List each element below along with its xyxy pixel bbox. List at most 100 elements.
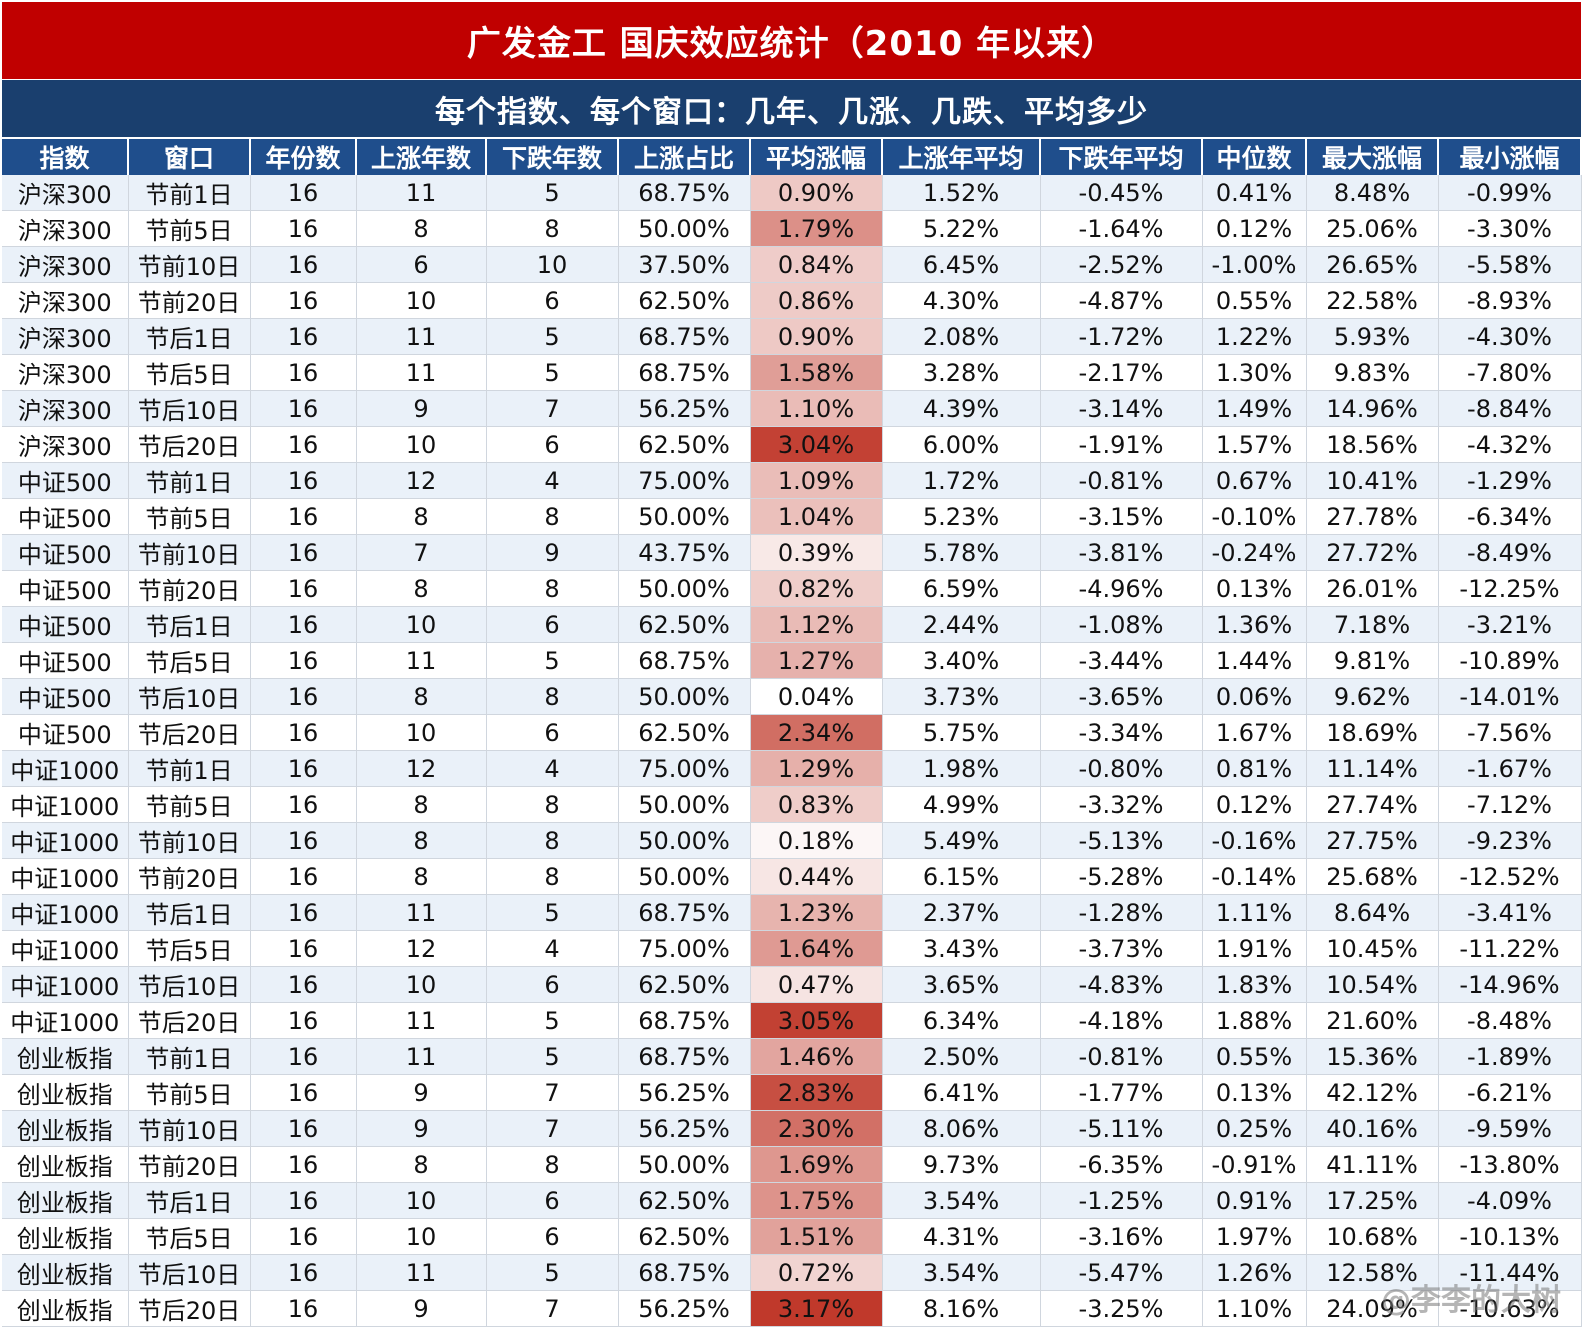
table-cell: 2.34% bbox=[750, 714, 883, 751]
table-cell: -3.73% bbox=[1040, 930, 1203, 967]
table-cell: 创业板指 bbox=[2, 1254, 129, 1291]
table-cell: 6 bbox=[356, 246, 487, 283]
table-row: 中证1000 节后5日 16 12 4 75.00% 1.64% 3.43% -3.73% 1.9… bbox=[2, 930, 1582, 967]
table-cell: 11 bbox=[356, 894, 487, 931]
table-cell: -8.48% bbox=[1438, 1002, 1582, 1039]
table-cell: 中证1000 bbox=[2, 822, 129, 859]
table-cell: 4.99% bbox=[882, 786, 1041, 823]
table-row: 沪深300 节后20日 16 10 6 62.50% 3.04% 6.00% -1.91% 1.5… bbox=[2, 426, 1582, 463]
table-cell: 10 bbox=[486, 246, 619, 283]
table-cell: 节前20日 bbox=[128, 570, 251, 607]
table-cell: 0.72% bbox=[750, 1254, 883, 1291]
table-cell: -3.25% bbox=[1040, 1290, 1203, 1327]
table-cell: 中证1000 bbox=[2, 750, 129, 787]
table-row: 中证500 节后10日 16 8 8 50.00% 0.04% 3.73% -3.65% 0.06… bbox=[2, 678, 1582, 715]
table-cell: 中证1000 bbox=[2, 858, 129, 895]
table-cell: 68.75% bbox=[618, 1038, 751, 1075]
table-cell: 18.56% bbox=[1306, 426, 1439, 463]
table-cell: 1.10% bbox=[750, 390, 883, 427]
table-cell: -1.67% bbox=[1438, 750, 1582, 787]
table-cell: 1.30% bbox=[1202, 354, 1307, 391]
table-cell: -1.08% bbox=[1040, 606, 1203, 643]
column-header: 指数 bbox=[2, 139, 129, 175]
table-cell: 9.83% bbox=[1306, 354, 1439, 391]
table-cell: 节前5日 bbox=[128, 1074, 251, 1111]
table-cell: 16 bbox=[250, 1002, 357, 1039]
table-cell: 节前20日 bbox=[128, 1146, 251, 1183]
table-cell: 16 bbox=[250, 534, 357, 571]
table-cell: -4.96% bbox=[1040, 570, 1203, 607]
table-cell: 15.36% bbox=[1306, 1038, 1439, 1075]
table-cell: 16 bbox=[250, 1074, 357, 1111]
table-cell: 16 bbox=[250, 462, 357, 499]
table-cell: 0.44% bbox=[750, 858, 883, 895]
table-cell: 节后10日 bbox=[128, 1254, 251, 1291]
table-cell: 24.09% bbox=[1306, 1290, 1439, 1327]
table-cell: 0.90% bbox=[750, 318, 883, 355]
table-cell: 节后10日 bbox=[128, 966, 251, 1003]
table-cell: 0.18% bbox=[750, 822, 883, 859]
table-cell: 节前5日 bbox=[128, 498, 251, 535]
table-cell: 26.01% bbox=[1306, 570, 1439, 607]
table-cell: 16 bbox=[250, 1254, 357, 1291]
table-cell: 12 bbox=[356, 930, 487, 967]
table-cell: 5 bbox=[486, 1002, 619, 1039]
table-cell: 0.90% bbox=[750, 175, 883, 211]
table-cell: 16 bbox=[250, 570, 357, 607]
table-cell: 8 bbox=[356, 822, 487, 859]
table-cell: 1.04% bbox=[750, 498, 883, 535]
table-cell: -1.72% bbox=[1040, 318, 1203, 355]
table-cell: 1.23% bbox=[750, 894, 883, 931]
table-cell: 5 bbox=[486, 1038, 619, 1075]
table-cell: 中证500 bbox=[2, 498, 129, 535]
table-cell: 3.54% bbox=[882, 1182, 1041, 1219]
table-cell: 22.58% bbox=[1306, 282, 1439, 319]
column-header: 下跌年数 bbox=[486, 139, 619, 175]
table-cell: 50.00% bbox=[618, 786, 751, 823]
table-cell: 1.97% bbox=[1202, 1218, 1307, 1255]
table-cell: -0.14% bbox=[1202, 858, 1307, 895]
table-cell: 16 bbox=[250, 426, 357, 463]
table-cell: 0.12% bbox=[1202, 786, 1307, 823]
table-cell: 0.13% bbox=[1202, 570, 1307, 607]
table-cell: 中证500 bbox=[2, 462, 129, 499]
table-cell: 节后20日 bbox=[128, 426, 251, 463]
table-cell: -12.52% bbox=[1438, 858, 1582, 895]
table-cell: 节前10日 bbox=[128, 1110, 251, 1147]
table-cell: 中证1000 bbox=[2, 966, 129, 1003]
table-cell: 节后20日 bbox=[128, 714, 251, 751]
table-cell: 11 bbox=[356, 1002, 487, 1039]
table-cell: -5.58% bbox=[1438, 246, 1582, 283]
table-cell: 16 bbox=[250, 210, 357, 247]
table-cell: 1.51% bbox=[750, 1218, 883, 1255]
table-cell: 0.55% bbox=[1202, 282, 1307, 319]
table-cell: -2.52% bbox=[1040, 246, 1203, 283]
table-cell: 5.49% bbox=[882, 822, 1041, 859]
page-title: 广发金工 国庆效应统计（2010 年以来） bbox=[2, 2, 1581, 79]
table-cell: 中证500 bbox=[2, 714, 129, 751]
table-cell: 1.72% bbox=[882, 462, 1041, 499]
table-cell: 50.00% bbox=[618, 858, 751, 895]
table-cell: 1.88% bbox=[1202, 1002, 1307, 1039]
table-row: 中证500 节后20日 16 10 6 62.50% 2.34% 5.75% -3.34% 1.6… bbox=[2, 714, 1582, 751]
table-cell: 10 bbox=[356, 1218, 487, 1255]
table-cell: 41.11% bbox=[1306, 1146, 1439, 1183]
table-cell: 9 bbox=[356, 390, 487, 427]
table-cell: 1.12% bbox=[750, 606, 883, 643]
table-row: 创业板指 节后20日 16 9 7 56.25% 3.17% 8.16% -3.25% 1.10%… bbox=[2, 1290, 1582, 1327]
table-row: 中证500 节后5日 16 11 5 68.75% 1.27% 3.40% -3.44% 1.44… bbox=[2, 642, 1582, 679]
table-cell: 1.69% bbox=[750, 1146, 883, 1183]
table-row: 创业板指 节前1日 16 11 5 68.75% 1.46% 2.50% -0.81% 0.55%… bbox=[2, 1038, 1582, 1075]
table-cell: -8.49% bbox=[1438, 534, 1582, 571]
table-cell: 7.18% bbox=[1306, 606, 1439, 643]
table-cell: 5.93% bbox=[1306, 318, 1439, 355]
table-cell: 6 bbox=[486, 606, 619, 643]
table-cell: 2.30% bbox=[750, 1110, 883, 1147]
table-cell: 0.67% bbox=[1202, 462, 1307, 499]
table-cell: 10.54% bbox=[1306, 966, 1439, 1003]
table-cell: -1.29% bbox=[1438, 462, 1582, 499]
table-cell: 16 bbox=[250, 1290, 357, 1327]
table-cell: 16 bbox=[250, 1218, 357, 1255]
table-row: 沪深300 节前5日 16 8 8 50.00% 1.79% 5.22% -1.64% 0.12%… bbox=[2, 210, 1582, 247]
table-cell: 节前1日 bbox=[128, 462, 251, 499]
